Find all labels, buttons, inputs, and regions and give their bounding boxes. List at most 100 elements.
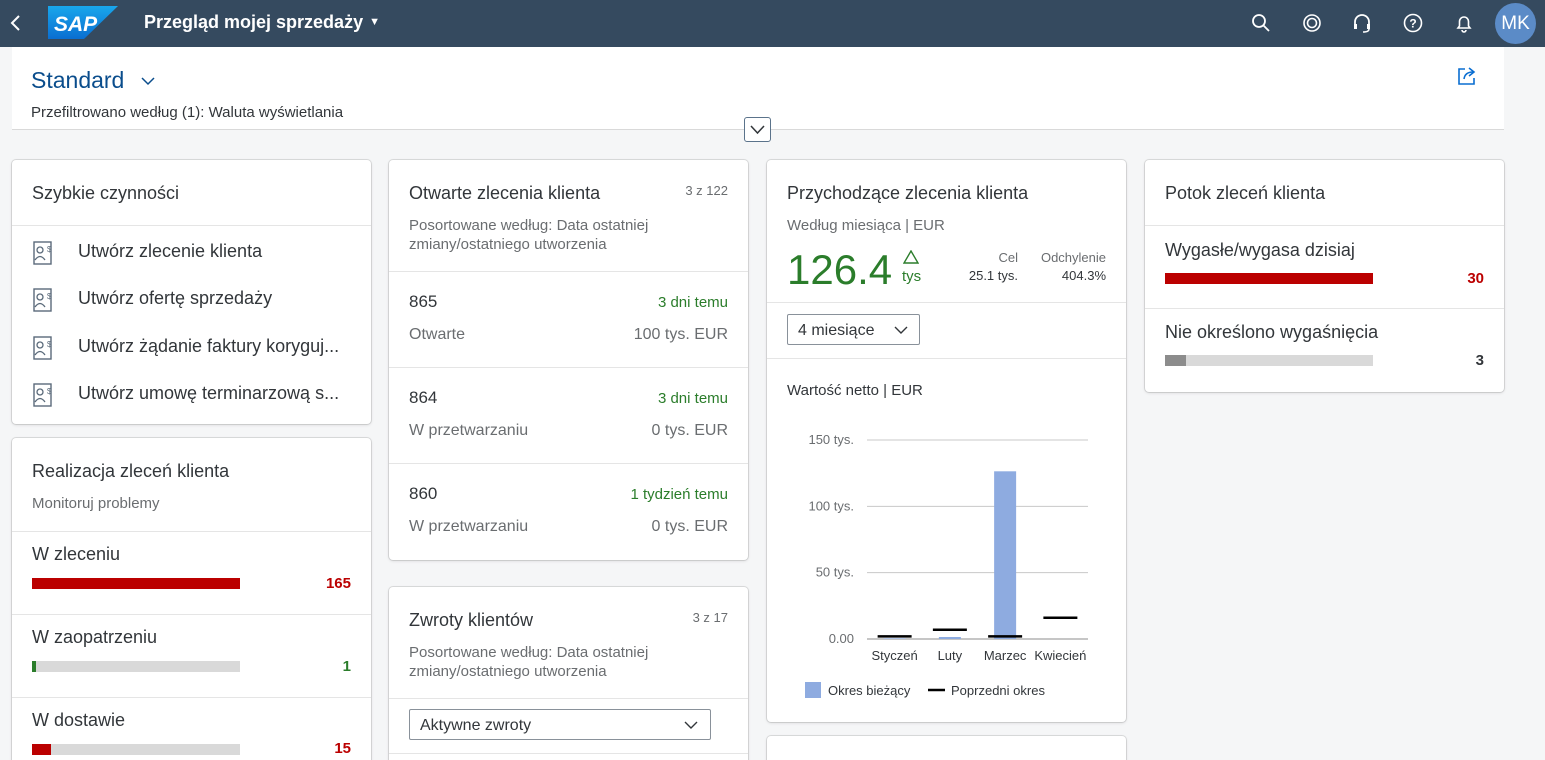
card-subtitle: Monitoruj problemy xyxy=(32,495,160,512)
user-avatar[interactable]: MK xyxy=(1495,3,1536,44)
chevron-down-icon xyxy=(684,721,698,729)
sales-document-icon: $ xyxy=(33,383,52,407)
trend-up-icon xyxy=(903,250,919,264)
y-tick-label: 150 tys. xyxy=(808,432,854,447)
bar-value: 3 xyxy=(1475,352,1484,369)
deviation-value: 404.3% xyxy=(1061,268,1106,283)
card-title: Otwarte zlecenia klienta xyxy=(409,183,601,203)
caret-down-icon: ▼ xyxy=(369,16,380,28)
quick-action-item[interactable]: $ Utwórz żądanie faktury koryguj... xyxy=(12,326,371,373)
y-tick-label: 100 tys. xyxy=(808,498,854,513)
prefilter-text: Przefiltrowano według (1): Waluta wyświe… xyxy=(31,104,344,121)
app-title-menu[interactable]: Przegląd mojej sprzedaży ▼ xyxy=(144,12,380,33)
quick-action-label: Utwórz ofertę sprzedaży xyxy=(78,288,273,308)
deviation-label: Odchylenie xyxy=(1040,250,1106,265)
order-row[interactable]: 865 3 dni temu Otwarte 100 tys. EUR xyxy=(389,272,748,367)
y-tick-label: 0.00 xyxy=(829,631,854,646)
quick-action-item[interactable]: $ Utwórz zlecenie klienta xyxy=(12,231,371,278)
bar xyxy=(938,637,961,639)
order-row[interactable]: 864 3 dni temu W przetwarzaniu 0 tys. EU… xyxy=(389,368,748,463)
order-id: 865 xyxy=(409,292,438,311)
progress-bar xyxy=(32,744,240,755)
divider xyxy=(389,271,748,272)
quick-action-label: Utwórz zlecenie klienta xyxy=(78,241,263,261)
period-select[interactable]: 4 miesiące xyxy=(787,314,920,345)
quick-action-item[interactable]: $ Utwórz umowę terminarzową s... xyxy=(12,373,371,420)
kpi-value: 126.4 xyxy=(787,246,893,293)
headset-icon[interactable] xyxy=(1351,12,1373,34)
order-row[interactable]: 860 1 tydzień temu W przetwarzaniu 0 tys… xyxy=(389,464,748,559)
sap-logo[interactable]: SAP xyxy=(48,6,118,39)
back-icon[interactable] xyxy=(6,10,26,36)
divider xyxy=(12,697,371,698)
legend-label: Poprzedni okres xyxy=(951,683,1045,698)
bar-label: Wygasłe/wygasa dzisiaj xyxy=(1165,240,1355,260)
net-value-chart[interactable]: 0.00 50 tys. 100 tys. 150 tys. Styczeń Luty Ma… xyxy=(767,420,1126,710)
divider xyxy=(389,698,748,699)
order-time: 3 dni temu xyxy=(657,390,728,407)
progress-bar-fill xyxy=(32,744,51,755)
progress-bar xyxy=(32,661,240,672)
bar xyxy=(994,471,1017,639)
card-subtitle: Według miesiąca | EUR xyxy=(787,217,945,234)
progress-bar xyxy=(32,578,240,589)
item-count: 3 z 17 xyxy=(692,610,728,625)
divider xyxy=(389,367,748,368)
next-card xyxy=(767,736,1126,760)
notifications-bell-icon[interactable] xyxy=(1453,12,1475,34)
quick-action-item[interactable]: $ Utwórz ofertę sprzedaży xyxy=(12,278,371,325)
chevron-down-icon xyxy=(750,125,765,135)
search-icon[interactable] xyxy=(1250,12,1272,34)
y-tick-label: 50 tys. xyxy=(816,565,854,580)
svg-text:$: $ xyxy=(47,387,52,396)
progress-bar-fill xyxy=(1165,355,1186,366)
sap-logo-text: SAP xyxy=(54,13,98,36)
x-tick-label: Marzec xyxy=(984,648,1027,663)
progress-bar xyxy=(1165,355,1373,366)
collapse-header-button[interactable] xyxy=(744,117,771,142)
bar-value: 1 xyxy=(342,658,351,675)
x-tick-label: Luty xyxy=(938,648,963,663)
card-subtitle: Posortowane według: Data ostatniej zmian… xyxy=(409,644,649,680)
divider xyxy=(767,302,1126,303)
shell-bar: SAP Przegląd mojej sprzedaży ▼ ? MK xyxy=(0,0,1545,47)
bar-value: 30 xyxy=(1467,270,1484,287)
order-time: 1 tydzień temu xyxy=(630,486,728,503)
app-title: Przegląd mojej sprzedaży xyxy=(144,12,364,32)
card-subtitle: Posortowane według: Data ostatniej zmian… xyxy=(409,217,649,253)
order-amount: 100 tys. EUR xyxy=(633,326,728,343)
progress-bar-fill xyxy=(32,661,37,672)
order-status: Otwarte xyxy=(409,326,466,343)
copilot-icon[interactable] xyxy=(1301,12,1323,34)
open-orders-card: Otwarte zlecenia klienta 3 z 122 Posorto… xyxy=(389,160,748,560)
variant-name: Standard xyxy=(31,67,125,93)
help-icon[interactable]: ? xyxy=(1402,12,1424,34)
order-id: 860 xyxy=(409,484,438,503)
divider xyxy=(767,358,1126,359)
svg-text:$: $ xyxy=(47,340,52,349)
returns-filter-select[interactable]: Aktywne zwroty xyxy=(409,709,711,740)
bar-label: Nie określono wygaśnięcia xyxy=(1165,322,1379,342)
divider xyxy=(12,225,371,226)
progress-bar-fill xyxy=(1165,273,1373,284)
progress-bar-fill xyxy=(32,578,240,589)
share-icon[interactable] xyxy=(1456,65,1478,87)
chevron-down-icon xyxy=(141,77,155,86)
chart-title: Wartość netto | EUR xyxy=(787,382,923,399)
svg-text:$: $ xyxy=(47,292,52,301)
sales-document-icon: $ xyxy=(33,288,52,312)
order-status: W przetwarzaniu xyxy=(409,422,529,439)
progress-bar xyxy=(1165,273,1373,284)
item-count: 3 z 122 xyxy=(685,183,728,198)
kpi-unit: tys xyxy=(902,268,922,285)
variant-selector[interactable]: Standard xyxy=(31,67,155,94)
incoming-orders-card[interactable]: Przychodzące zlecenia klienta Według mie… xyxy=(767,160,1126,722)
bar xyxy=(883,638,906,639)
order-amount: 0 tys. EUR xyxy=(651,422,728,439)
filter-header: Standard Przefiltrowano według (1): Walu… xyxy=(12,47,1504,129)
card-title: Potok zleceń klienta xyxy=(1165,183,1326,203)
sales-document-icon: $ xyxy=(33,336,52,360)
x-tick-label: Styczeń xyxy=(872,648,918,663)
order-flow-card[interactable]: Potok zleceń klienta Wygasłe/wygasa dzis… xyxy=(1145,160,1504,392)
order-fulfillment-card[interactable]: Realizacja zleceń klienta Monitoruj prob… xyxy=(12,438,371,760)
